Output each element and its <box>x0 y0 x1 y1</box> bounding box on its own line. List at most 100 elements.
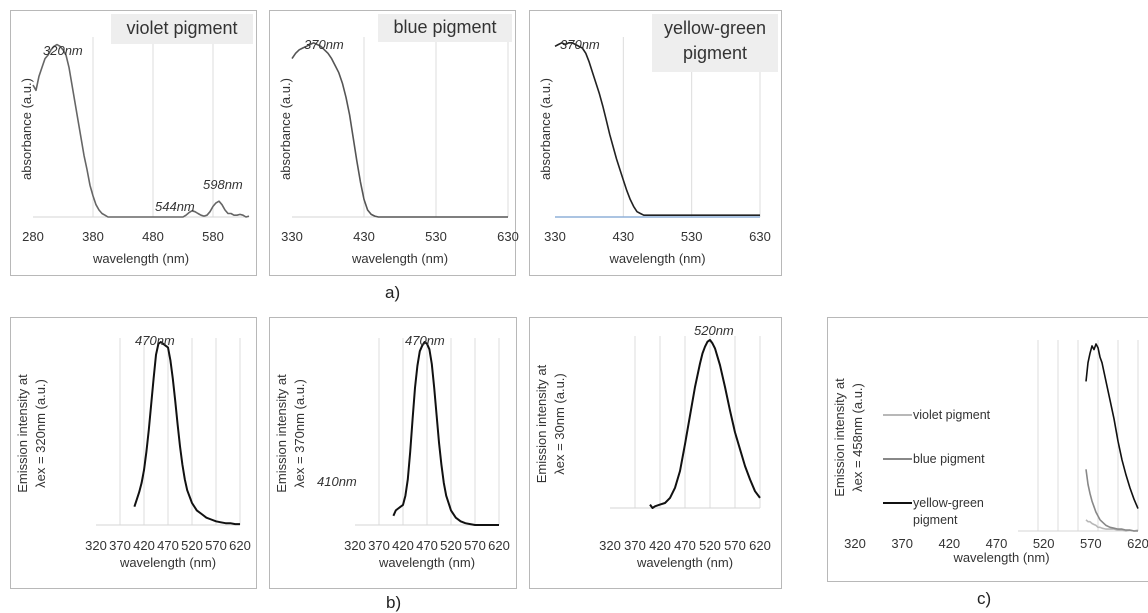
chart-svg-c: 320 370 420 470 520 570 620 wavelength (nm) Emis… <box>832 340 1148 565</box>
x-axis-title: wavelength (nm) <box>92 251 189 266</box>
chart-svg-b3: 320 370 420 470 520 570 620 wavelength (nm) Emis… <box>534 323 771 570</box>
series-line <box>649 339 761 509</box>
x-tick-label: 620 <box>749 538 771 553</box>
x-tick-label: 530 <box>681 229 703 244</box>
x-tick-label: 430 <box>353 229 375 244</box>
x-tick-label: 570 <box>205 538 227 553</box>
x-axis-title: wavelength (nm) <box>119 555 216 570</box>
chart-title: pigment <box>683 43 747 63</box>
y-axis-title: λex = 458nm (a.u.) <box>850 383 865 492</box>
x-tick-label: 320 <box>599 538 621 553</box>
peak-annotation: 410nm <box>317 474 357 489</box>
y-axis-title: Emission intensity at <box>15 374 30 493</box>
peak-annotation: 470nm <box>135 333 175 348</box>
caption-c: c) <box>977 589 992 608</box>
x-tick-label: 520 <box>1033 536 1055 551</box>
x-tick-label: 570 <box>464 538 486 553</box>
chart-svg-a1: 280 380 480 580 wavelength (nm) absorbance (a… <box>19 14 253 266</box>
y-axis-title: λex = 30nm (a.u.) <box>552 373 567 475</box>
series-line <box>392 341 499 526</box>
chart-title: violet pigment <box>126 18 237 38</box>
chart-svg-a3: 330 430 530 630 wavelength (nm) absorbance (a… <box>538 14 778 266</box>
x-axis-title: wavelength (nm) <box>952 550 1049 565</box>
caption-a: a) <box>385 283 401 302</box>
y-axis-title: Emission intensity at <box>832 378 847 497</box>
x-tick-label: 620 <box>229 538 251 553</box>
peak-annotation: 598nm <box>203 177 243 192</box>
x-tick-label: 320 <box>844 536 866 551</box>
x-tick-label: 320 <box>344 538 366 553</box>
chart-title-box <box>111 14 253 44</box>
y-axis-title: absorbance (a.u.) <box>19 78 34 180</box>
x-axis-title: wavelength (nm) <box>351 251 448 266</box>
x-tick-label: 480 <box>142 229 164 244</box>
chart-panel-b1: 320 370 420 470 520 570 620 wavelength (nm) Emis… <box>10 317 257 589</box>
y-axis-title: absorbance (a.u.) <box>278 78 293 180</box>
x-tick-label: 620 <box>488 538 510 553</box>
chart-panel-a1: 280 380 480 580 wavelength (nm) absorbance (a… <box>10 10 257 276</box>
x-tick-label: 570 <box>724 538 746 553</box>
x-axis-title: wavelength (nm) <box>608 251 705 266</box>
x-tick-label: 630 <box>749 229 771 244</box>
peak-annotation: 320nm <box>43 43 83 58</box>
x-tick-label: 470 <box>986 536 1008 551</box>
x-tick-label: 580 <box>202 229 224 244</box>
series-line <box>1085 519 1139 532</box>
x-tick-label: 520 <box>181 538 203 553</box>
y-axis-title: absorbance (a.u.) <box>538 78 553 180</box>
x-tick-label: 380 <box>82 229 104 244</box>
legend-label: violet pigment <box>913 408 991 422</box>
y-axis-title: Emission intensity at <box>274 374 289 493</box>
x-tick-label: 370 <box>891 536 913 551</box>
x-tick-label: 370 <box>109 538 131 553</box>
x-tick-label: 420 <box>938 536 960 551</box>
x-tick-label: 470 <box>157 538 179 553</box>
x-tick-label: 520 <box>440 538 462 553</box>
chart-panel-b3: 320 370 420 470 520 570 620 wavelength (nm) Emis… <box>529 317 782 589</box>
chart-svg-b1: 320 370 420 470 520 570 620 wavelength (nm) Emis… <box>15 333 251 570</box>
x-tick-label: 330 <box>544 229 566 244</box>
peak-annotation: 520nm <box>694 323 734 338</box>
chart-panel-b2: 320 370 420 470 520 570 620 wavelength (nm) Emis… <box>269 317 517 589</box>
legend-label: blue pigment <box>913 452 985 466</box>
caption-b: b) <box>386 593 402 612</box>
x-tick-label: 620 <box>1127 536 1148 551</box>
peak-annotation: 370nm <box>304 37 344 52</box>
x-tick-label: 430 <box>612 229 634 244</box>
chart-title: blue pigment <box>393 17 496 37</box>
chart-svg-b2: 320 370 420 470 520 570 620 wavelength (nm) Emis… <box>274 333 510 570</box>
x-tick-label: 570 <box>1080 536 1102 551</box>
x-tick-label: 470 <box>416 538 438 553</box>
x-tick-label: 420 <box>133 538 155 553</box>
series-line <box>32 43 250 218</box>
series-line <box>291 42 508 218</box>
peak-annotation: 370nm <box>560 37 600 52</box>
x-tick-label: 370 <box>624 538 646 553</box>
x-tick-label: 630 <box>497 229 519 244</box>
y-axis-title: λex = 370nm (a.u.) <box>292 379 307 488</box>
x-tick-label: 470 <box>674 538 696 553</box>
chart-title-box <box>652 14 778 72</box>
chart-title: yellow-green <box>664 18 766 38</box>
chart-svg-a2: 330 430 530 630 wavelength (nm) absorbance (a… <box>278 14 519 266</box>
series-line <box>1085 343 1139 509</box>
series-line <box>554 42 760 216</box>
peak-annotation: 544nm <box>155 199 195 214</box>
x-tick-label: 370 <box>368 538 390 553</box>
y-axis-title: Emission intensity at <box>534 364 549 483</box>
y-axis-title: λex = 320nm (a.u.) <box>33 379 48 488</box>
x-tick-label: 420 <box>649 538 671 553</box>
x-tick-label: 320 <box>85 538 107 553</box>
legend-label: pigment <box>913 513 958 527</box>
series-line <box>133 341 240 526</box>
x-tick-label: 420 <box>392 538 414 553</box>
series-line <box>1085 469 1138 532</box>
x-tick-label: 330 <box>281 229 303 244</box>
x-tick-label: 280 <box>22 229 44 244</box>
chart-title-box <box>378 14 512 42</box>
x-axis-title: wavelength (nm) <box>378 555 475 570</box>
chart-panel-a3: 330 430 530 630 wavelength (nm) absorbance (a… <box>529 10 782 276</box>
chart-panel-c: 320 370 420 470 520 570 620 wavelength (nm) Emis… <box>827 317 1148 582</box>
x-axis-title: wavelength (nm) <box>636 555 733 570</box>
x-tick-label: 530 <box>425 229 447 244</box>
